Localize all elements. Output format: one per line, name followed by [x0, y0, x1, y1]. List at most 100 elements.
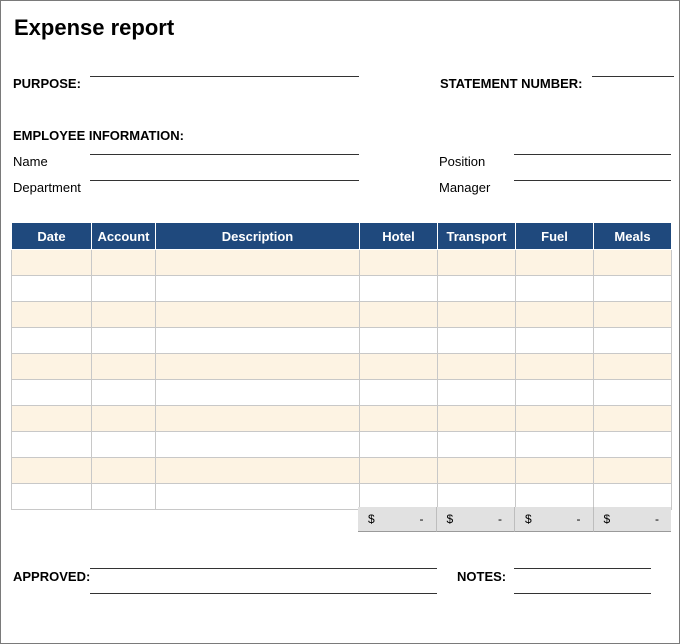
table-cell-transport[interactable]: [437, 457, 516, 484]
department-input[interactable]: [90, 180, 359, 196]
table-cell-account[interactable]: [91, 353, 156, 380]
table-cell-meals[interactable]: [593, 431, 672, 458]
table-cell-description[interactable]: [155, 301, 360, 328]
table-cell-date[interactable]: [11, 405, 92, 432]
table-cell-hotel[interactable]: [359, 405, 438, 432]
table-cell-meals[interactable]: [593, 483, 672, 510]
total-hotel: $ -: [358, 507, 437, 532]
table-cell-fuel[interactable]: [515, 405, 594, 432]
table-cell-description[interactable]: [155, 457, 360, 484]
table-cell-date[interactable]: [11, 379, 92, 406]
table-row: [11, 405, 672, 432]
table-cell-fuel[interactable]: [515, 353, 594, 380]
table-cell-fuel[interactable]: [515, 379, 594, 406]
table-cell-date[interactable]: [11, 301, 92, 328]
table-cell-account[interactable]: [91, 249, 156, 276]
table-cell-account[interactable]: [91, 457, 156, 484]
department-label: Department: [13, 180, 81, 195]
notes-input-2[interactable]: [514, 593, 651, 609]
notes-field-line-2: [514, 593, 651, 609]
statement-number-input[interactable]: [592, 76, 674, 92]
notes-input[interactable]: [514, 568, 651, 584]
table-cell-hotel[interactable]: [359, 353, 438, 380]
position-label: Position: [439, 154, 486, 169]
table-cell-description[interactable]: [155, 431, 360, 458]
total-hotel-currency: $: [368, 512, 375, 526]
table-row: [11, 249, 672, 276]
table-cell-fuel[interactable]: [515, 457, 594, 484]
table-cell-transport[interactable]: [437, 405, 516, 432]
table-cell-meals[interactable]: [593, 249, 672, 276]
table-cell-meals[interactable]: [593, 353, 672, 380]
table-cell-date[interactable]: [11, 431, 92, 458]
table-cell-meals[interactable]: [593, 275, 672, 302]
table-cell-account[interactable]: [91, 483, 156, 510]
table-row: [11, 457, 672, 484]
table-cell-fuel[interactable]: [515, 275, 594, 302]
table-cell-description[interactable]: [155, 275, 360, 302]
purpose-input[interactable]: [90, 76, 359, 92]
table-cell-account[interactable]: [91, 405, 156, 432]
table-cell-account[interactable]: [91, 301, 156, 328]
statement-number-field-line: [592, 76, 674, 92]
table-cell-date[interactable]: [11, 457, 92, 484]
table-cell-meals[interactable]: [593, 457, 672, 484]
table-cell-transport[interactable]: [437, 483, 516, 510]
table-cell-date[interactable]: [11, 353, 92, 380]
table-row: [11, 301, 672, 328]
table-cell-transport[interactable]: [437, 431, 516, 458]
table-cell-hotel[interactable]: [359, 327, 438, 354]
table-cell-hotel[interactable]: [359, 457, 438, 484]
table-row: [11, 431, 672, 458]
position-input[interactable]: [514, 154, 671, 170]
table-cell-transport[interactable]: [437, 353, 516, 380]
name-label: Name: [13, 154, 48, 169]
table-cell-date[interactable]: [11, 275, 92, 302]
table-cell-meals[interactable]: [593, 301, 672, 328]
table-cell-transport[interactable]: [437, 327, 516, 354]
table-cell-fuel[interactable]: [515, 431, 594, 458]
table-cell-account[interactable]: [91, 327, 156, 354]
table-cell-transport[interactable]: [437, 301, 516, 328]
table-row: [11, 327, 672, 354]
table-cell-transport[interactable]: [437, 249, 516, 276]
table-cell-date[interactable]: [11, 249, 92, 276]
notes-label: NOTES:: [457, 569, 507, 584]
table-cell-fuel[interactable]: [515, 327, 594, 354]
table-cell-description[interactable]: [155, 249, 360, 276]
table-cell-hotel[interactable]: [359, 379, 438, 406]
table-cell-description[interactable]: [155, 327, 360, 354]
column-header-hotel: Hotel: [359, 222, 438, 250]
approved-input[interactable]: [90, 568, 437, 584]
table-cell-meals[interactable]: [593, 327, 672, 354]
manager-field-line: [514, 180, 671, 196]
table-cell-date[interactable]: [11, 327, 92, 354]
approved-input-2[interactable]: [90, 593, 437, 609]
table-cell-fuel[interactable]: [515, 483, 594, 510]
table-cell-hotel[interactable]: [359, 275, 438, 302]
table-cell-hotel[interactable]: [359, 483, 438, 510]
column-header-fuel: Fuel: [515, 222, 594, 250]
name-input[interactable]: [90, 154, 359, 170]
purpose-field-line: [90, 76, 359, 92]
table-cell-hotel[interactable]: [359, 431, 438, 458]
table-cell-meals[interactable]: [593, 379, 672, 406]
table-cell-date[interactable]: [11, 483, 92, 510]
table-cell-description[interactable]: [155, 353, 360, 380]
table-header-row: Date Account Description Hotel Transport…: [11, 222, 672, 250]
table-cell-transport[interactable]: [437, 379, 516, 406]
table-cell-account[interactable]: [91, 431, 156, 458]
table-cell-meals[interactable]: [593, 405, 672, 432]
table-cell-account[interactable]: [91, 275, 156, 302]
table-cell-transport[interactable]: [437, 275, 516, 302]
position-field-line: [514, 154, 671, 170]
table-cell-description[interactable]: [155, 483, 360, 510]
table-cell-description[interactable]: [155, 379, 360, 406]
table-cell-hotel[interactable]: [359, 249, 438, 276]
table-cell-account[interactable]: [91, 379, 156, 406]
manager-input[interactable]: [514, 180, 671, 196]
table-cell-fuel[interactable]: [515, 301, 594, 328]
table-cell-hotel[interactable]: [359, 301, 438, 328]
table-cell-description[interactable]: [155, 405, 360, 432]
table-cell-fuel[interactable]: [515, 249, 594, 276]
